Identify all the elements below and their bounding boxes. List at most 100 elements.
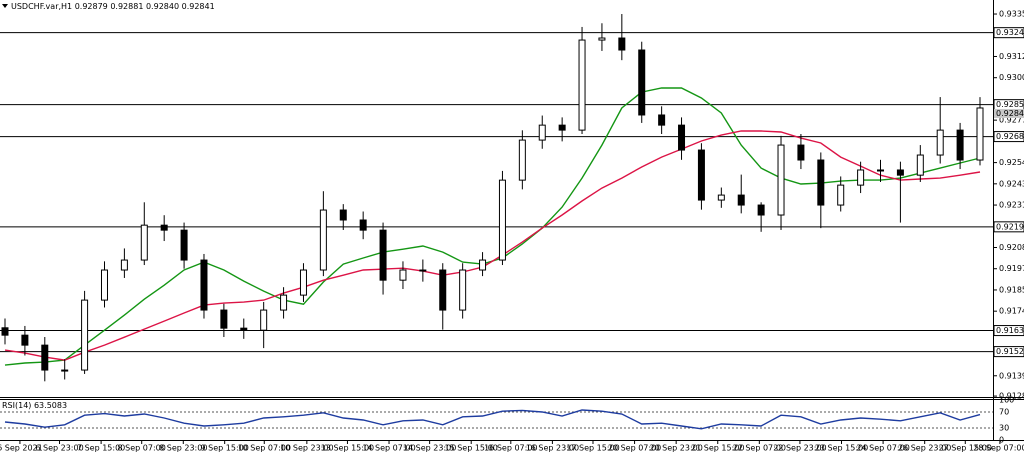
candle-body <box>200 259 208 311</box>
candle-body <box>518 139 526 181</box>
candle-body <box>479 259 487 271</box>
candle-body <box>319 209 327 271</box>
candle-body <box>240 327 248 331</box>
candle-body <box>379 229 387 281</box>
candle-body <box>598 37 606 41</box>
candle-body <box>160 224 168 231</box>
candle-body <box>419 269 427 272</box>
y-tick-label: 0.91280 <box>999 392 1024 401</box>
candle-body <box>658 114 666 126</box>
candle-body <box>81 299 89 371</box>
current-price-box <box>994 108 1024 118</box>
y-tick-label: 0.91390 <box>999 371 1024 380</box>
quote: 0.92881 <box>110 2 143 11</box>
rsi-line <box>4 409 981 430</box>
quote: 0.92840 <box>146 2 179 11</box>
x-tick-label: 26 Sep 23:00 <box>898 444 951 453</box>
rsi-tick-label: 100 <box>999 396 1014 405</box>
x-tick-label: 10 Sep 07:00 <box>238 444 291 453</box>
rsi-header: RSI(14) 63.5083 <box>2 401 67 410</box>
level-label-box <box>993 346 1024 358</box>
candle-body <box>180 229 188 261</box>
current-price-label: 0.92841 <box>996 109 1024 118</box>
x-tick-label: 23 Sep 15:00 <box>815 444 868 453</box>
x-tick-label: 21 Sep 15:00 <box>691 444 744 453</box>
rsi-value: 63.5083 <box>34 401 67 410</box>
y-tick-label: 0.91970 <box>999 264 1024 273</box>
candle-body <box>498 179 506 261</box>
level-label: 0.91635 <box>996 326 1024 335</box>
y-tick-label: 0.93120 <box>999 52 1024 61</box>
y-tick-label: 0.91740 <box>999 307 1024 316</box>
y-tick-label: 0.92085 <box>999 243 1024 252</box>
symbol: USDCHF.var,H1 <box>11 2 72 11</box>
y-tick-label: 0.92315 <box>999 201 1024 210</box>
candle-body <box>638 49 646 116</box>
x-tick-label: 16 Sep 07:00 <box>484 444 537 453</box>
x-tick-label: 15 Sep 15:00 <box>445 444 498 453</box>
x-tick-label: 6 Sep 2021 <box>0 444 43 453</box>
level-label-box <box>993 325 1024 337</box>
level-label: 0.92197 <box>996 222 1024 231</box>
candle-body <box>797 144 805 161</box>
candle-body <box>896 169 904 176</box>
candle-body <box>299 269 307 296</box>
candle-body <box>339 209 347 221</box>
x-tick-label: 14 Sep 07:00 <box>362 444 415 453</box>
y-tick-label: 0.92775 <box>999 116 1024 125</box>
rsi-tick-label: 70 <box>999 408 1009 417</box>
candle-body <box>61 369 69 372</box>
candle-body <box>140 224 148 261</box>
x-tick-label: 22 Sep 07:00 <box>733 444 786 453</box>
candle-body <box>936 129 944 156</box>
x-tick-label: 10 Sep 23:00 <box>280 444 333 453</box>
x-tick-label: 27 Sep 15:00 <box>939 444 992 453</box>
candle-body <box>717 194 725 201</box>
candle-body <box>260 309 268 331</box>
candle-body <box>100 269 108 301</box>
candle-body <box>777 144 785 216</box>
candle-body <box>359 219 367 231</box>
candle-body <box>120 259 128 271</box>
candle-body <box>578 39 586 131</box>
candle-body <box>916 154 924 176</box>
candle-body <box>439 269 447 311</box>
y-tick-label: 0.91855 <box>999 285 1024 294</box>
quote: 0.92879 <box>75 2 108 11</box>
x-tick-label: 22 Sep 23:00 <box>773 444 826 453</box>
level-label: 0.91521 <box>996 347 1024 356</box>
rsi-tick-label: 30 <box>999 424 1009 433</box>
candle-body <box>538 124 546 141</box>
candle-body <box>41 344 49 371</box>
candle-body <box>817 159 825 206</box>
candle-body <box>757 204 765 216</box>
x-tick-label: 20 Sep 23:00 <box>649 444 702 453</box>
x-tick-label: 24 Sep 07:00 <box>856 444 909 453</box>
candle-body <box>678 124 686 151</box>
x-tick-label: 20 Sep 07:00 <box>608 444 661 453</box>
candle-body <box>459 269 467 311</box>
candle-body <box>857 169 865 186</box>
candle-body <box>220 309 228 329</box>
level-label: 0.92686 <box>996 132 1024 141</box>
candle-body <box>399 269 407 281</box>
x-tick-label: 6 Sep 23:00 <box>35 444 83 453</box>
x-tick-label: 7 Sep 15:00 <box>77 444 125 453</box>
rsi-title: RSI(14) <box>2 401 31 410</box>
candle-body <box>21 334 29 346</box>
candle-body <box>976 107 984 161</box>
x-tick-label: 13 Sep 15:00 <box>321 444 374 453</box>
level-label: 0.92859 <box>996 100 1024 109</box>
level-label-box <box>993 221 1024 233</box>
x-tick-label: 14 Sep 23:00 <box>403 444 456 453</box>
x-tick-label: 17 Sep 15:00 <box>566 444 619 453</box>
x-tick-label: 8 Sep 07:00 <box>118 444 166 453</box>
candle-body <box>558 124 566 131</box>
level-label: 0.93249 <box>996 28 1024 37</box>
menu-icon[interactable] <box>2 4 8 8</box>
level-label-box <box>993 27 1024 39</box>
level-label-box <box>993 131 1024 143</box>
candle-body <box>697 149 705 201</box>
